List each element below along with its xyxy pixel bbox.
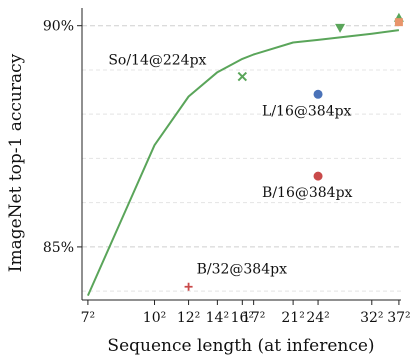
y-tick-label: 85%: [43, 240, 74, 256]
y-tick-label: 90%: [43, 19, 74, 35]
point-marker: [313, 171, 323, 181]
point-label: B/16@384px: [262, 185, 353, 201]
point-marker: [237, 71, 248, 82]
x-tick-label: 16²: [231, 310, 254, 326]
grid: [82, 25, 401, 292]
axes: [81, 8, 401, 301]
x-tick-label: 7²: [81, 310, 96, 326]
point-marker: [184, 282, 193, 291]
x-tick-label: 32²: [360, 310, 383, 326]
x-tick-label: 17²: [242, 310, 265, 326]
x-tick-label: 37²: [387, 310, 410, 326]
point-label: L/16@384px: [262, 103, 352, 119]
point-marker: [313, 89, 323, 99]
points-layer: [184, 12, 404, 291]
series-layer: [86, 29, 400, 297]
point-marker: [394, 18, 403, 27]
y-axis-label: ImageNet top-1 accuracy: [6, 53, 26, 272]
x-tick-label: 14²: [206, 310, 229, 326]
x-tick-label: 21²: [281, 310, 304, 326]
point-label: B/32@384px: [197, 262, 288, 278]
point-label: So/14@224px: [108, 53, 206, 69]
series-line: [86, 29, 400, 297]
x-axis-label: Sequence length (at inference): [107, 336, 374, 356]
point-labels: B/32@384px B/16@384px L/16@384px So/14@224p…: [108, 53, 352, 278]
point-marker: [335, 23, 346, 33]
x-tick-label: 12²: [177, 310, 200, 326]
x-tick-label: 10²: [143, 310, 166, 326]
x-tick-label: 24²: [306, 310, 329, 326]
